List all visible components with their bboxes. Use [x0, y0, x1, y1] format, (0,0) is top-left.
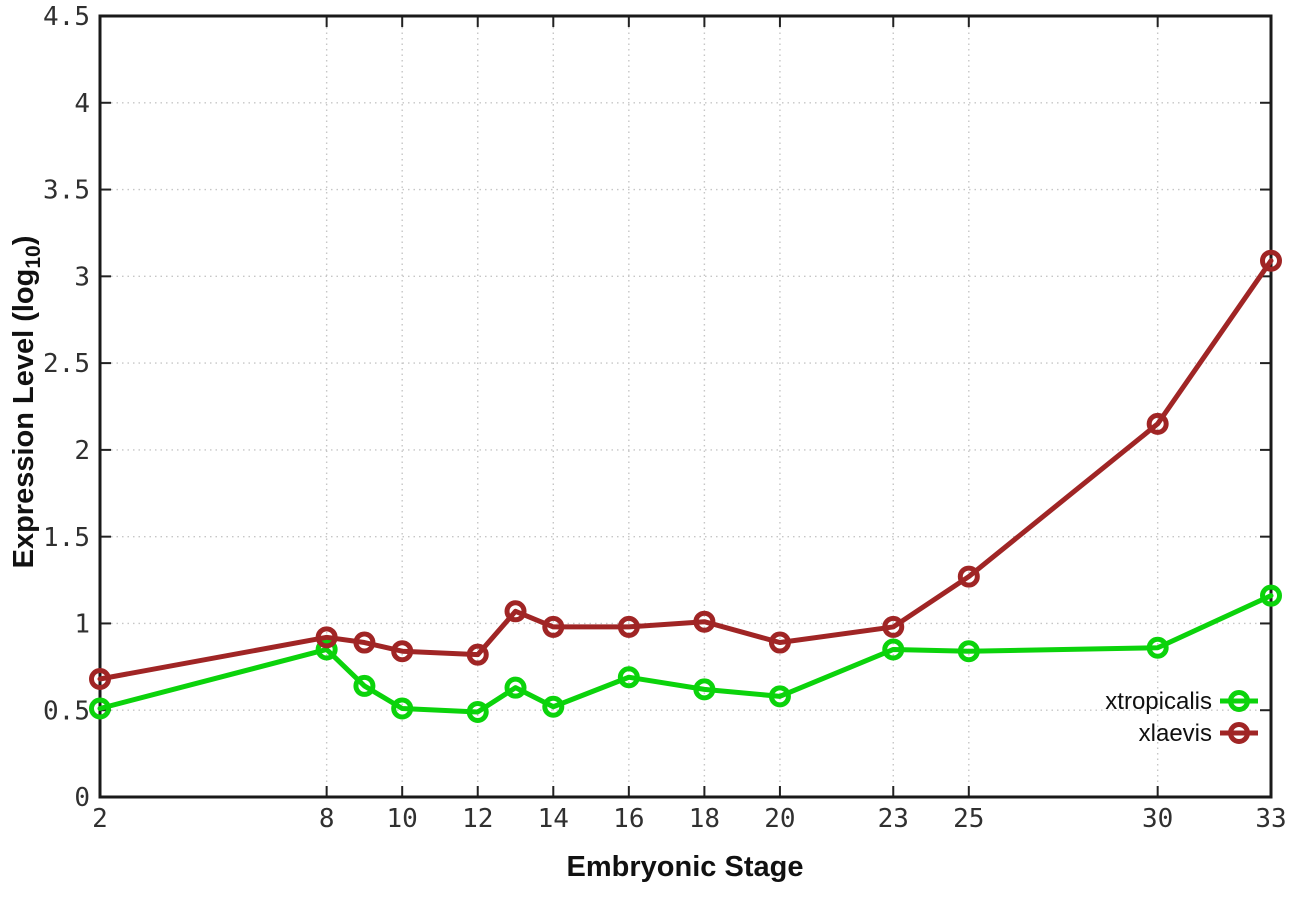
- legend-marker-xtropicalis: [1228, 690, 1250, 712]
- y-axis-title-subscript: 10: [22, 245, 45, 268]
- x-tick-label: 20: [764, 804, 795, 834]
- y-tick-label: 3.5: [43, 176, 90, 206]
- legend-label-xtropicalis: xtropicalis: [1105, 688, 1212, 715]
- plot-border: [98, 14, 1273, 799]
- data-point-xlaevis-stage-2: [89, 667, 111, 690]
- y-tick-label: 0: [74, 783, 90, 813]
- plot-border-rect: [98, 14, 1273, 799]
- legend-marker-xlaevis: [1228, 722, 1250, 744]
- data-point-xlaevis-stage-18: [693, 610, 716, 633]
- data-point-xlaevis-stage-20: [768, 631, 791, 654]
- y-axis-title-main: Expression Level (log: [8, 269, 40, 569]
- tick-label-layer: 2 8 10 12 14 16 18 20 23 25 30 33 0 0.5 1 1.5 2 2.5 3 3.5 4 4…: [43, 2, 1287, 834]
- data-point-xlaevis-stage-30: [1146, 412, 1169, 435]
- legend: xtropicalis xlaevis: [1105, 688, 1258, 747]
- data-point-xlaevis-stage-12: [466, 643, 489, 666]
- series-line-xlaevis: [97, 258, 1274, 682]
- y-tick-label: 4: [74, 89, 90, 119]
- data-point-xlaevis-stage-9: [353, 631, 376, 654]
- y-tick-label: 1: [74, 610, 90, 640]
- x-tick-label: 25: [953, 804, 984, 834]
- y-axis-title: Expression Level (log10): [8, 236, 45, 569]
- data-point-xlaevis-stage-10: [391, 640, 414, 663]
- data-point-xtropicalis-stage-8: [315, 638, 338, 661]
- series-layer: [89, 249, 1282, 723]
- tick-layer: [99, 15, 1272, 798]
- x-tick-label: 33: [1255, 804, 1286, 834]
- data-point-xtropicalis-stage-20: [768, 685, 791, 708]
- x-tick-label: 12: [462, 804, 493, 834]
- data-point-xtropicalis-stage-18: [693, 678, 716, 701]
- data-point-xtropicalis-stage-2: [89, 697, 111, 720]
- series-line-xtropicalis: [97, 593, 1274, 715]
- data-point-xlaevis-stage-25: [957, 565, 980, 588]
- x-tick-label: 2: [92, 804, 108, 834]
- x-tick-label: 14: [538, 804, 569, 834]
- y-tick-label: 2: [74, 436, 90, 466]
- data-point-xlaevis-stage-13: [504, 600, 527, 623]
- data-point-xlaevis-stage-14: [542, 615, 565, 638]
- data-point-xlaevis-stage-8: [315, 626, 338, 649]
- y-tick-label: 4.5: [43, 2, 90, 32]
- x-tick-label: 10: [387, 804, 418, 834]
- y-tick-label: 1.5: [43, 523, 90, 553]
- data-point-xtropicalis-stage-14: [542, 695, 565, 718]
- grid-layer: [100, 16, 1271, 797]
- x-tick-label: 16: [613, 804, 644, 834]
- legend-label-xlaevis: xlaevis: [1139, 720, 1212, 747]
- y-tick-label: 2.5: [43, 349, 90, 379]
- data-point-xtropicalis-stage-13: [504, 676, 527, 699]
- data-point-xlaevis-stage-33: [1260, 249, 1282, 272]
- y-tick-label: 0.5: [43, 696, 90, 726]
- data-point-xtropicalis-stage-9: [353, 674, 376, 697]
- y-tick-label: 3: [74, 262, 90, 292]
- x-axis-title: Embryonic Stage: [567, 851, 804, 883]
- data-point-xtropicalis-stage-23: [882, 638, 905, 661]
- data-point-xtropicalis-stage-25: [957, 640, 980, 663]
- data-point-xtropicalis-stage-12: [466, 700, 489, 723]
- data-point-xtropicalis-stage-16: [617, 666, 640, 689]
- data-point-xlaevis-stage-23: [882, 615, 905, 638]
- data-point-xlaevis-stage-16: [617, 615, 640, 638]
- data-point-xtropicalis-stage-30: [1146, 636, 1169, 659]
- y-axis-title-close: ): [8, 236, 40, 246]
- data-point-xtropicalis-stage-33: [1260, 584, 1282, 607]
- x-tick-label: 8: [319, 804, 335, 834]
- x-tick-label: 30: [1142, 804, 1173, 834]
- x-tick-label: 18: [689, 804, 720, 834]
- data-point-xtropicalis-stage-10: [391, 697, 414, 720]
- x-tick-label: 23: [878, 804, 909, 834]
